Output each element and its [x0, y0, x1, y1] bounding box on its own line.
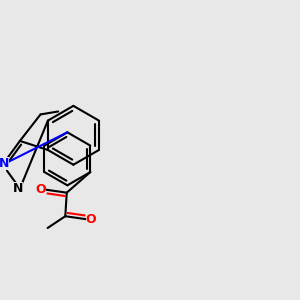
Text: O: O [86, 213, 97, 226]
Text: N: N [0, 157, 9, 170]
Text: O: O [35, 183, 46, 196]
Text: N: N [12, 182, 23, 195]
